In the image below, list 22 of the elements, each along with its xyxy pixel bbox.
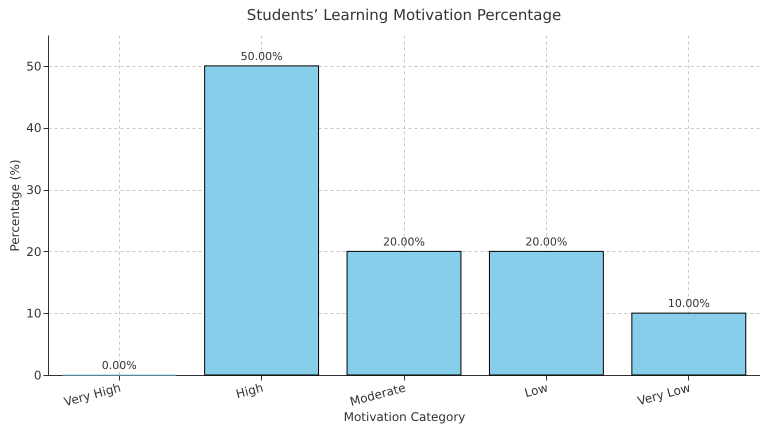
y-tick-label: 0 (34, 368, 42, 382)
y-tick-label: 20 (26, 244, 42, 259)
data-label: 50.00% (240, 50, 283, 63)
data-label: 0.00% (102, 359, 137, 372)
data-label: 20.00% (383, 235, 425, 248)
x-tick-label: Very Low (636, 380, 692, 408)
data-label: 20.00% (525, 235, 568, 248)
x-tick-label: High (234, 380, 265, 402)
y-tick-label: 30 (26, 183, 42, 198)
y-tick-label: 40 (26, 121, 42, 136)
bar (346, 250, 462, 376)
x-axis-title: Motivation Category (344, 410, 466, 424)
y-tick-label: 50 (26, 59, 42, 74)
data-label: 10.00% (668, 297, 710, 310)
bar (631, 312, 746, 376)
y-axis-title: Percentage (%) (8, 159, 22, 252)
chart-title: Students’ Learning Motivation Percentage (246, 6, 562, 24)
x-tick-label: Low (523, 380, 550, 400)
x-tick-label: Very High (62, 380, 122, 410)
y-tick-label: 10 (26, 306, 42, 321)
bar (204, 65, 320, 376)
bar (488, 250, 604, 376)
